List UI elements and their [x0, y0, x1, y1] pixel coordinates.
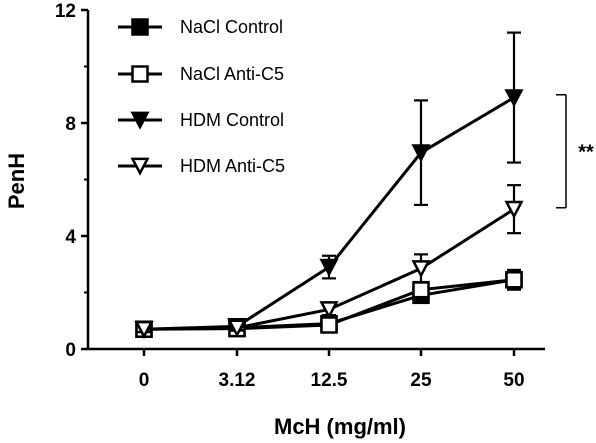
legend-item: NaCl Anti-C5: [118, 64, 284, 84]
data-point: [411, 144, 431, 163]
data-point: [319, 258, 339, 277]
y-tick-label: 8: [65, 114, 76, 135]
legend-label: NaCl Anti-C5: [180, 64, 284, 84]
x-axis-title: McH (mg/ml): [274, 414, 406, 439]
legend-label: HDM Control: [180, 110, 284, 130]
x-tick-label: 0: [139, 370, 150, 391]
y-tick-label: 12: [55, 1, 76, 22]
series-layer: [134, 31, 524, 340]
legend-label: HDM Anti-C5: [180, 156, 285, 176]
x-tick-label: 50: [503, 370, 524, 391]
legend-marker: [131, 18, 149, 36]
y-axis-title: PenH: [4, 153, 29, 209]
legend: NaCl Control NaCl Anti-C5 HDM Control HDM A…: [118, 17, 285, 176]
legend-marker: [130, 111, 150, 130]
data-point: [134, 320, 154, 340]
data-point: [504, 89, 524, 108]
axes: 0 4 8 12 0 3.12 12.5 25 50: [55, 1, 545, 391]
legend-label: NaCl Control: [180, 17, 283, 37]
data-point: [319, 301, 339, 320]
legend-marker: [131, 65, 149, 83]
y-tick-label: 0: [65, 340, 76, 361]
significance-label: **: [578, 141, 594, 163]
series-line: [143, 96, 515, 331]
x-tick-label: 3.12: [219, 370, 256, 391]
legend-item: NaCl Control: [118, 17, 283, 37]
data-point: [412, 280, 430, 299]
data-point: [411, 260, 431, 279]
data-point: [320, 316, 338, 334]
x-tick-label: 25: [410, 370, 432, 391]
data-point: [227, 319, 247, 338]
series-hdm-anti-c5: [134, 184, 524, 340]
y-tick-label: 4: [65, 227, 76, 248]
legend-item: HDM Control: [118, 110, 284, 130]
x-tick-label: 12.5: [311, 370, 348, 391]
data-point: [505, 271, 523, 289]
significance-annotation: **: [556, 94, 594, 209]
legend-item: HDM Anti-C5: [118, 156, 285, 176]
data-point: [504, 200, 524, 219]
legend-marker: [130, 157, 150, 176]
